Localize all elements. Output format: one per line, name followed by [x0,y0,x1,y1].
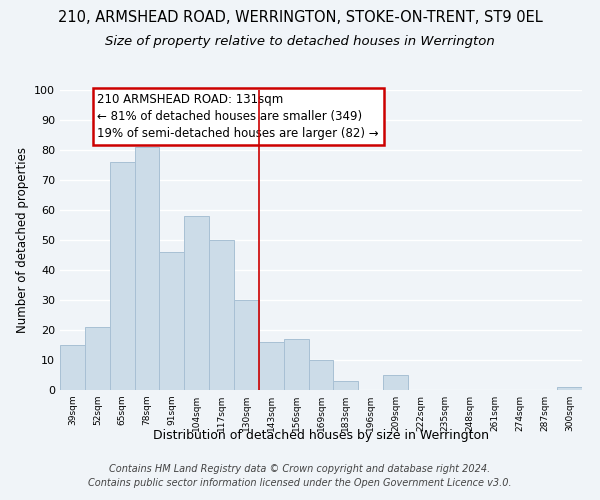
Text: Size of property relative to detached houses in Werrington: Size of property relative to detached ho… [105,35,495,48]
Text: Contains HM Land Registry data © Crown copyright and database right 2024.
Contai: Contains HM Land Registry data © Crown c… [88,464,512,487]
Bar [308,360,334,390]
Bar [259,342,284,390]
Bar [60,345,85,390]
Text: 210, ARMSHEAD ROAD, WERRINGTON, STOKE-ON-TRENT, ST9 0EL: 210, ARMSHEAD ROAD, WERRINGTON, STOKE-ON… [58,10,542,25]
Text: Distribution of detached houses by size in Werrington: Distribution of detached houses by size … [153,428,489,442]
Text: 210 ARMSHEAD ROAD: 131sqm
← 81% of detached houses are smaller (349)
19% of semi: 210 ARMSHEAD ROAD: 131sqm ← 81% of detac… [97,93,379,140]
Bar [557,387,582,390]
Bar [383,375,408,390]
Bar [334,381,358,390]
Bar [110,162,134,390]
Bar [184,216,209,390]
Bar [234,300,259,390]
Y-axis label: Number of detached properties: Number of detached properties [16,147,29,333]
Bar [85,327,110,390]
Bar [209,240,234,390]
Bar [160,252,184,390]
Bar [284,339,308,390]
Bar [134,147,160,390]
